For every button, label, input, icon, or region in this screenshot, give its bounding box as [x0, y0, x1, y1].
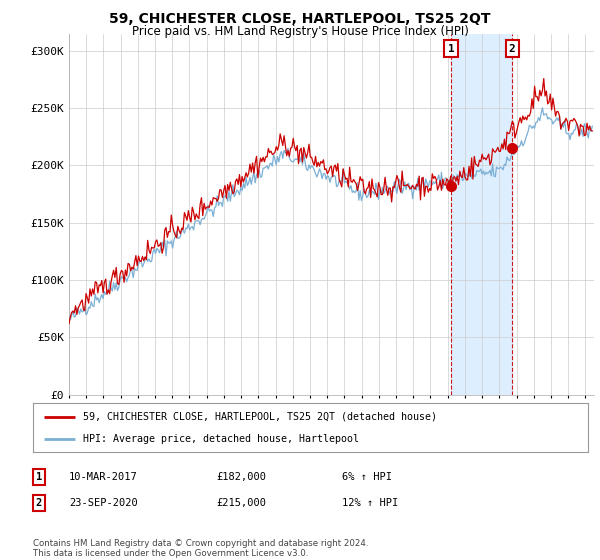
Text: 12% ↑ HPI: 12% ↑ HPI: [342, 498, 398, 508]
Text: 59, CHICHESTER CLOSE, HARTLEPOOL, TS25 2QT (detached house): 59, CHICHESTER CLOSE, HARTLEPOOL, TS25 2…: [83, 412, 437, 422]
Text: Price paid vs. HM Land Registry's House Price Index (HPI): Price paid vs. HM Land Registry's House …: [131, 25, 469, 38]
Text: 6% ↑ HPI: 6% ↑ HPI: [342, 472, 392, 482]
Text: £182,000: £182,000: [216, 472, 266, 482]
Text: Contains HM Land Registry data © Crown copyright and database right 2024.
This d: Contains HM Land Registry data © Crown c…: [33, 539, 368, 558]
Bar: [451, 34, 512, 395]
Text: 10-MAR-2017: 10-MAR-2017: [69, 472, 138, 482]
Text: 23-SEP-2020: 23-SEP-2020: [69, 498, 138, 508]
Text: HPI: Average price, detached house, Hartlepool: HPI: Average price, detached house, Hart…: [83, 434, 359, 444]
Text: 59, CHICHESTER CLOSE, HARTLEPOOL, TS25 2QT: 59, CHICHESTER CLOSE, HARTLEPOOL, TS25 2…: [109, 12, 491, 26]
Text: £215,000: £215,000: [216, 498, 266, 508]
Text: 1: 1: [36, 472, 42, 482]
Text: 2: 2: [36, 498, 42, 508]
Text: 2: 2: [509, 44, 515, 54]
Text: 1: 1: [448, 44, 455, 54]
